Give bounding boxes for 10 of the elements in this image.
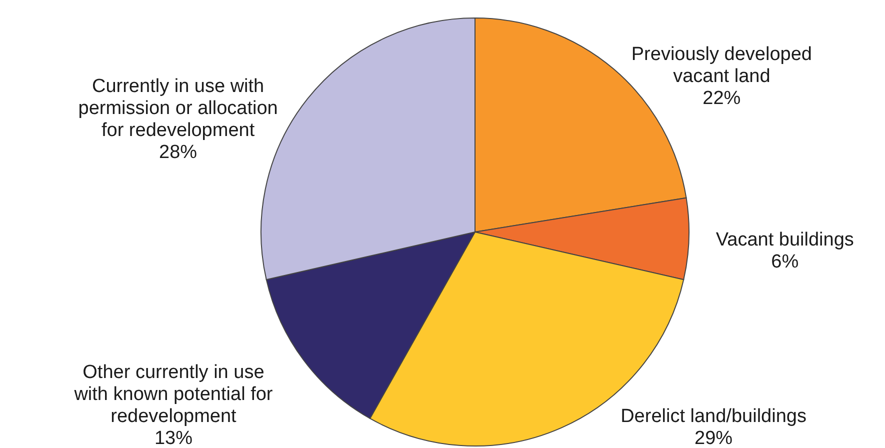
data-label: 29% <box>694 428 733 448</box>
slice-label: Vacant buildings <box>716 230 854 250</box>
data-label: 6% <box>771 252 799 272</box>
slice-label: Currently in use with permission or allocation for redevelopment <box>78 76 278 142</box>
data-label: 22% <box>702 88 741 109</box>
data-label: 13% <box>154 428 193 448</box>
slice-label: Previously developed vacant land <box>631 44 812 87</box>
slice-label: Derelict land/buildings <box>620 406 806 427</box>
slice-label: Other currently in use with known potential for redevelopment <box>73 362 274 427</box>
data-label: 28% <box>159 142 198 164</box>
